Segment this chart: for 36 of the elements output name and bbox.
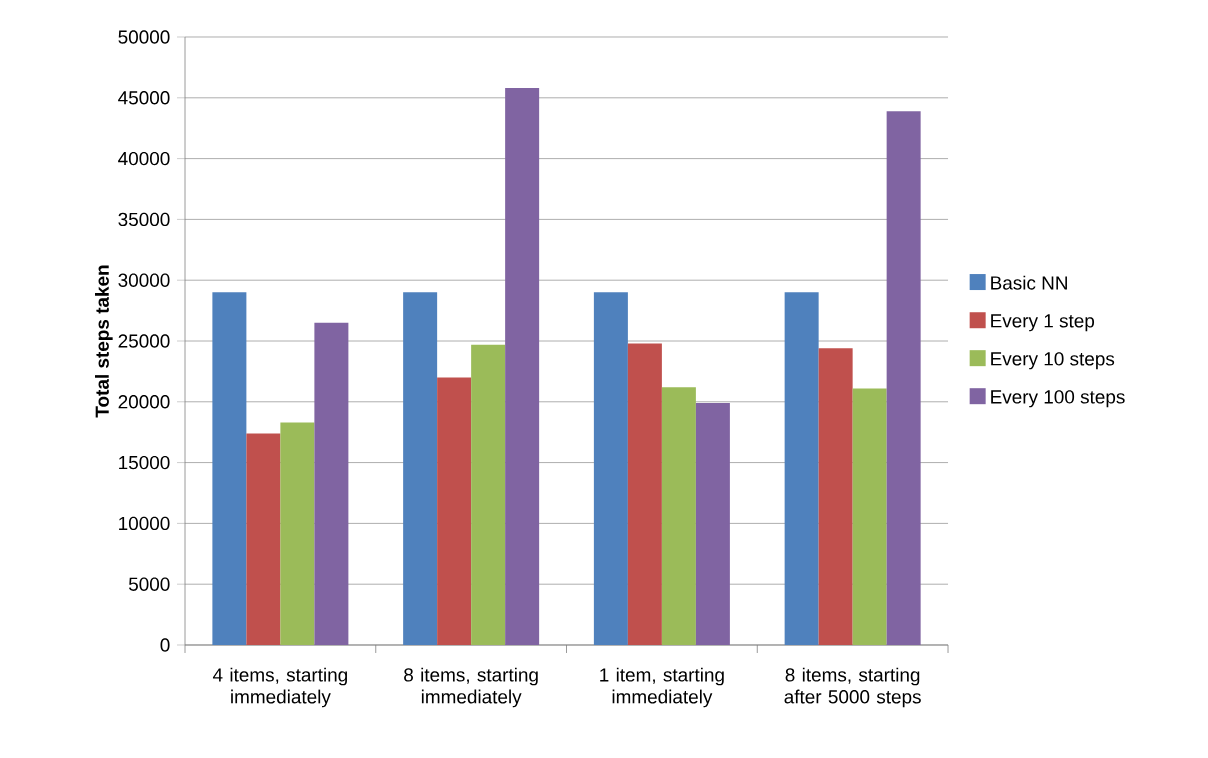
bar [695, 403, 730, 645]
y-tick-label: 40000 [118, 151, 170, 166]
bar [505, 88, 540, 645]
y-tick-label: 50000 [118, 30, 170, 44]
y-tick-label: 10000 [119, 516, 170, 531]
y-axis-title: Total steps taken [95, 265, 113, 418]
bar [471, 344, 506, 645]
x-tick-label: 8 items, starting after 5000 steps [784, 667, 921, 708]
bar [246, 433, 281, 645]
bar [661, 387, 696, 645]
y-tick-label: 5000 [128, 577, 170, 591]
bar [437, 377, 472, 645]
bar [886, 111, 921, 645]
bar [627, 343, 662, 645]
bar [784, 292, 819, 645]
bar [280, 422, 315, 645]
y-tick-label: 45000 [118, 91, 170, 105]
x-tick-label: 8 items, starting immediately [404, 667, 538, 708]
y-tick-label: 25000 [118, 334, 170, 348]
y-tick-label: 15000 [119, 455, 170, 470]
legend-label: Every 10 steps [991, 352, 1115, 370]
legend-label: Basic NN [991, 275, 1067, 290]
bar [593, 292, 628, 645]
bar [314, 322, 349, 645]
x-tick-label: 4 items, starting immediately [212, 667, 347, 708]
bar [212, 292, 247, 645]
y-tick-label: 30000 [118, 273, 170, 287]
y-tick-label: 35000 [118, 212, 170, 227]
x-tick-label: 1 item, starting immediately [600, 667, 724, 708]
legend-label: Every 1 step [991, 314, 1095, 332]
bar [818, 348, 853, 645]
legend-label: Every 100 steps [991, 390, 1125, 408]
y-tick-label: 0 [160, 638, 170, 652]
y-tick-label: 20000 [118, 395, 170, 409]
bar [403, 292, 438, 645]
bar [852, 388, 887, 645]
